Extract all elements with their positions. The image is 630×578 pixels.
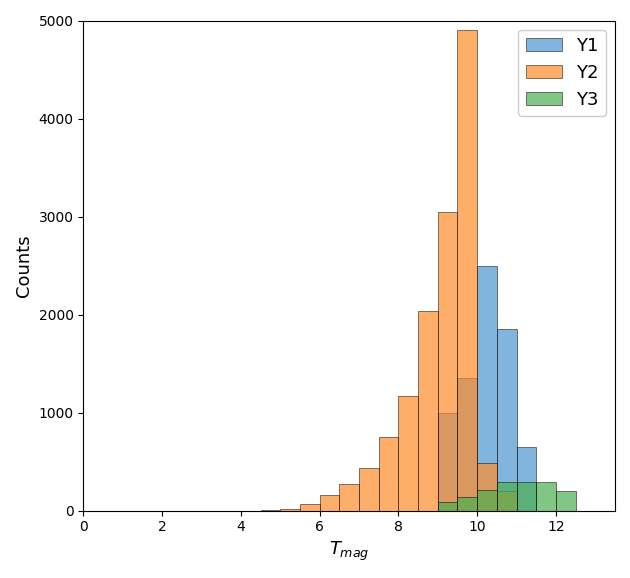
- Bar: [340, 484, 359, 510]
- Bar: [457, 30, 477, 510]
- Bar: [457, 378, 477, 510]
- Bar: [438, 413, 457, 510]
- Bar: [398, 396, 418, 510]
- Bar: [477, 265, 497, 510]
- Bar: [438, 212, 457, 510]
- Bar: [359, 468, 379, 510]
- Bar: [438, 502, 457, 510]
- Bar: [477, 490, 497, 510]
- Bar: [517, 447, 536, 510]
- Bar: [497, 329, 517, 510]
- Bar: [379, 437, 398, 510]
- Bar: [477, 462, 497, 510]
- Bar: [517, 482, 536, 510]
- Bar: [280, 509, 300, 510]
- Legend: Y1, Y2, Y3: Y1, Y2, Y3: [518, 29, 606, 116]
- Bar: [497, 491, 517, 510]
- Bar: [497, 482, 517, 510]
- Y-axis label: Counts: Counts: [15, 234, 33, 297]
- Bar: [536, 482, 556, 510]
- Bar: [457, 497, 477, 510]
- X-axis label: $T_{mag}$: $T_{mag}$: [329, 540, 369, 563]
- Bar: [319, 495, 340, 510]
- Bar: [300, 503, 319, 510]
- Bar: [556, 491, 576, 510]
- Bar: [418, 311, 438, 510]
